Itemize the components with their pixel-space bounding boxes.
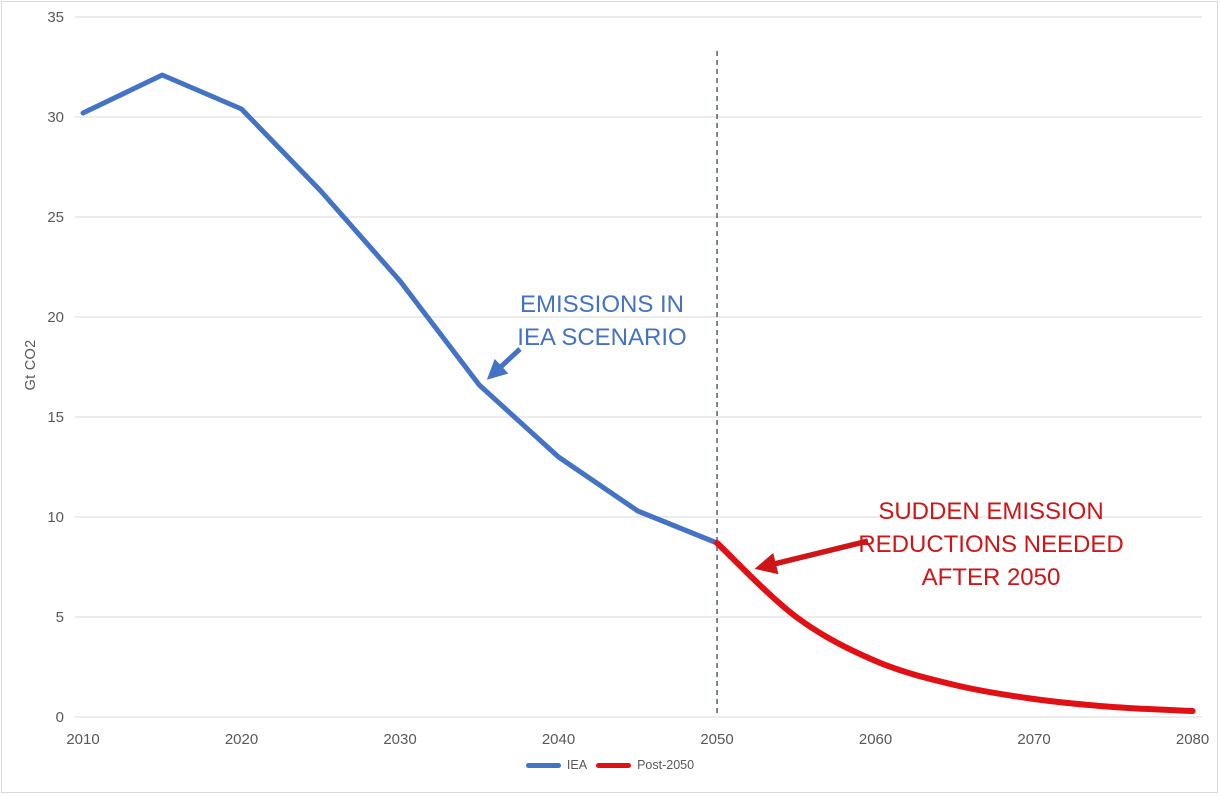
y-tick-label-30: 30	[47, 109, 64, 126]
y-tick-label-25: 25	[47, 209, 64, 226]
x-tick-label-2060: 2060	[859, 731, 892, 748]
iea-annotation-line-1: EMISSIONS IN	[519, 291, 685, 318]
y-tick-label-15: 15	[47, 409, 64, 426]
post-2050-series-line	[714, 540, 1196, 714]
y-tick-label-0: 0	[56, 709, 64, 726]
x-tick-label-2040: 2040	[542, 731, 575, 748]
legend-item-iea: IEA	[525, 758, 588, 772]
post-2050-annotation-line-1: SUDDEN EMISSION	[878, 498, 1104, 525]
post2050-annotation-arrow-icon	[754, 538, 869, 575]
post-2050-annotation-line-2: REDUCTIONS NEEDED	[858, 531, 1124, 558]
x-tick-label-2050: 2050	[700, 731, 733, 748]
post-2050-line-swatch-icon	[596, 762, 632, 768]
iea-series-line	[80, 72, 720, 546]
x-tick-label-2070: 2070	[1017, 731, 1050, 748]
x-tick-label-2080: 2080	[1176, 731, 1209, 748]
legend-label-post-2050: Post-2050	[637, 758, 695, 772]
y-tick-label-10: 10	[47, 509, 64, 526]
iea-line-swatch-icon	[525, 762, 561, 768]
iea-annotation: EMISSIONS IN IEA SCENARIO	[490, 288, 714, 354]
y-axis-title: Gt CO2	[23, 339, 39, 391]
x-tick-label-2020: 2020	[225, 731, 258, 748]
iea-annotation-line-2: IEA SCENARIO	[517, 324, 687, 351]
y-tick-label-20: 20	[47, 309, 64, 326]
y-tick-label-5: 5	[56, 609, 64, 626]
legend-label-iea: IEA	[566, 758, 588, 772]
iea-annotation-arrow-icon	[486, 347, 522, 380]
x-tick-label-2010: 2010	[66, 731, 99, 748]
y-tick-label-35: 35	[47, 9, 64, 26]
post-2050-annotation: SUDDEN EMISSION REDUCTIONS NEEDED AFTER …	[845, 495, 1137, 594]
x-tick-label-2030: 2030	[383, 731, 416, 748]
chart-legend: IEA Post-2050	[0, 758, 1220, 772]
post-2050-annotation-line-3: AFTER 2050	[921, 564, 1061, 591]
legend-item-post-2050: Post-2050	[596, 758, 694, 772]
